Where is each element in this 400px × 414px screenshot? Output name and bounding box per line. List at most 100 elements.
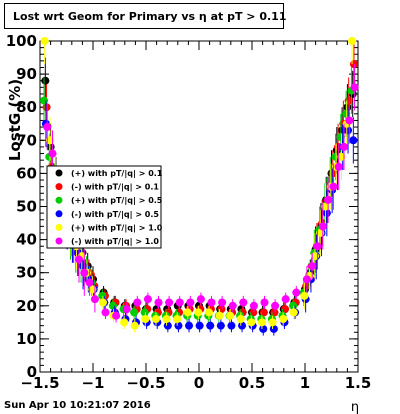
y-tick-label: 100 (6, 32, 37, 50)
data-point (186, 298, 195, 307)
data-point (43, 123, 52, 132)
data-point (349, 136, 358, 145)
chart-marks (40, 37, 359, 336)
data-point (260, 298, 269, 307)
data-point (151, 315, 160, 324)
data-point (350, 83, 359, 92)
data-point (40, 37, 49, 45)
data-point (174, 321, 183, 330)
data-point (204, 308, 213, 317)
data-point (334, 162, 343, 171)
data-point (279, 315, 288, 324)
data-point (41, 76, 50, 85)
data-point (196, 295, 205, 304)
y-tick-label: 0 (27, 363, 37, 381)
data-point (321, 202, 330, 211)
y-tick-label: 90 (16, 65, 37, 83)
y-tick-label: 70 (16, 131, 37, 149)
data-point (337, 152, 346, 161)
data-point (289, 308, 298, 317)
legend-entry: (-) with pT/|q| > 0.1 (71, 183, 159, 192)
data-point (257, 318, 266, 327)
data-point (85, 278, 94, 287)
data-point (216, 321, 225, 330)
x-tick-label: 0 (194, 374, 204, 392)
legend-box (46, 165, 162, 249)
data-point (329, 182, 338, 191)
data-point (313, 242, 322, 251)
data-point (218, 298, 227, 307)
data-point (340, 142, 349, 151)
data-point (302, 275, 311, 284)
legend-marker (55, 237, 63, 245)
data-point (281, 295, 290, 304)
x-axis-label: η (351, 400, 359, 414)
data-point (98, 298, 107, 307)
legend-entry: (-) with pT/|q| > 1.0 (71, 237, 159, 246)
data-point (101, 308, 110, 317)
y-tick-label: 20 (16, 297, 37, 315)
data-point (183, 308, 192, 317)
data-point (194, 308, 203, 317)
x-tick-label: −0.5 (126, 374, 165, 392)
data-point (259, 324, 268, 333)
data-point (45, 136, 54, 145)
data-point (226, 311, 235, 320)
data-point (175, 298, 184, 307)
y-tick-label: 10 (16, 330, 37, 348)
data-point (206, 321, 215, 330)
data-point (173, 315, 182, 324)
legend-entry: (+) with pT/|q| > 0.5 (71, 196, 163, 205)
data-point (185, 321, 194, 330)
data-point (80, 268, 89, 277)
y-axis-label: LostG (%) (6, 79, 24, 161)
data-point (269, 324, 278, 333)
data-point (195, 321, 204, 330)
y-tick-label: 50 (16, 198, 37, 216)
data-point (249, 301, 258, 310)
data-point (270, 308, 279, 317)
data-point (133, 298, 142, 307)
data-point (141, 315, 150, 324)
data-point (88, 285, 97, 294)
x-tick-label: −1 (81, 374, 104, 392)
data-point (162, 315, 171, 324)
legend-marker (55, 169, 63, 177)
legend-marker (55, 183, 63, 191)
data-point (345, 116, 354, 125)
data-point (300, 291, 309, 300)
data-point (122, 305, 131, 314)
data-point (207, 298, 216, 307)
legend-entry: (+) with pT/|q| > 0.1 (71, 169, 163, 178)
data-point (227, 321, 236, 330)
title-box: Lost wrt Geom for Primary vs η at pT > 0… (4, 3, 287, 29)
x-tick-label: 0.5 (239, 374, 266, 392)
legend-marker (55, 210, 63, 218)
data-point (75, 255, 84, 264)
data-point (268, 318, 277, 327)
data-point (163, 321, 172, 330)
data-point (247, 318, 256, 327)
data-point (79, 262, 88, 271)
data-point (228, 301, 237, 310)
data-point (308, 262, 317, 271)
data-point (40, 96, 49, 105)
data-point (130, 321, 139, 330)
data-point (292, 288, 301, 297)
data-point (259, 308, 268, 317)
data-point (239, 298, 248, 307)
x-tick-label: 1 (300, 374, 310, 392)
legend-entry: (+) with pT/|q| > 1.0 (71, 223, 163, 232)
data-point (120, 318, 129, 327)
legend-marker (55, 223, 63, 231)
data-point (143, 295, 152, 304)
data-point (165, 298, 174, 307)
x-tick-label: −1.5 (20, 374, 59, 392)
data-point (238, 321, 247, 330)
data-point (343, 103, 352, 112)
chart-title: Lost wrt Geom for Primary vs η at pT > 0… (13, 10, 287, 23)
y-tick-label: 30 (16, 264, 37, 282)
data-point (130, 308, 139, 317)
data-point (215, 311, 224, 320)
